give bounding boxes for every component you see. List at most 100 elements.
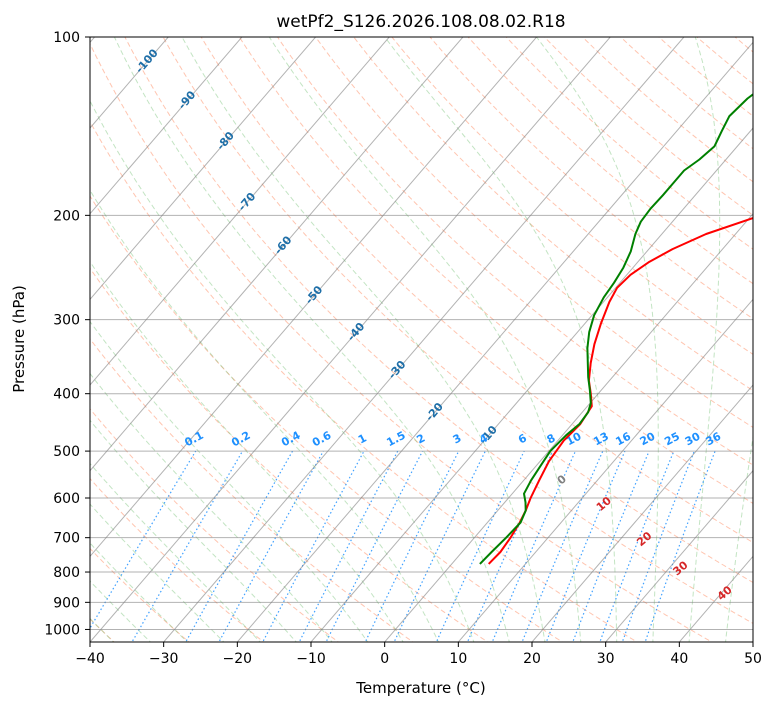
mixing-ratio-line bbox=[364, 450, 460, 642]
dry-adiabat-line bbox=[543, 37, 753, 216]
x-axis: −40 −30 −20 −10 0 10 20 30 40 50 bbox=[75, 642, 762, 667]
mixing-ratio-label: 1.5 bbox=[384, 429, 407, 450]
mixing-ratio-label: 1 bbox=[356, 431, 369, 446]
y-tick-label: 400 bbox=[53, 387, 80, 403]
dry-adiabat-line bbox=[162, 37, 753, 584]
plot-frame bbox=[89, 36, 754, 643]
isotherm-line bbox=[457, 298, 753, 642]
chart-title: wetPf2_S126.2026.108.08.02.R18 bbox=[276, 12, 565, 32]
moist-adiabat-line bbox=[688, 37, 721, 642]
x-axis-label: Temperature (°C) bbox=[355, 679, 485, 697]
mixing-ratio-line bbox=[572, 450, 650, 642]
y-tick-label: 200 bbox=[53, 208, 80, 224]
y-tick-label: 100 bbox=[53, 30, 80, 46]
moist-adiabat-line bbox=[268, 37, 582, 642]
dry-adiabat-line bbox=[581, 37, 753, 183]
y-tick-label: 700 bbox=[53, 531, 80, 547]
y-tick-label: 600 bbox=[53, 491, 80, 507]
moist-adiabat-line bbox=[725, 433, 753, 642]
mixing-ratio-label: 3 bbox=[451, 431, 464, 446]
mixing-ratio-line bbox=[325, 450, 424, 642]
mixing-ratio-label: 30 bbox=[683, 430, 703, 449]
dry-adiabat-line bbox=[658, 37, 753, 117]
moist-adiabat-label: 20 bbox=[634, 529, 654, 549]
dry-adiabat-line bbox=[90, 547, 190, 642]
dry-adiabat-line bbox=[429, 37, 753, 320]
mixing-ratio-line bbox=[621, 450, 695, 642]
dewpoint-profile-line bbox=[479, 93, 753, 565]
moist-adiabat-line bbox=[90, 320, 369, 642]
dry-adiabat-line bbox=[90, 195, 564, 642]
mixing-ratio-label: 36 bbox=[704, 430, 724, 449]
grid-lines bbox=[90, 37, 753, 642]
mixing-ratio-line bbox=[644, 450, 716, 642]
mixing-ratio-line bbox=[435, 450, 525, 642]
y-tick-label: 1000 bbox=[44, 622, 80, 638]
x-tick-label: −10 bbox=[296, 651, 326, 667]
mixing-ratio-label: 10 bbox=[564, 430, 584, 449]
x-tick-label: 0 bbox=[380, 651, 389, 667]
dry-adiabat-line bbox=[200, 37, 753, 544]
x-tick-label: −30 bbox=[149, 651, 179, 667]
mixing-ratio-label: 0.1 bbox=[182, 429, 205, 450]
mixing-ratio-label: 0.2 bbox=[229, 429, 252, 450]
y-tick-label: 300 bbox=[53, 313, 80, 329]
mixing-ratio-line bbox=[393, 450, 486, 642]
x-tick-label: 40 bbox=[670, 651, 688, 667]
isotherm-line bbox=[678, 555, 753, 642]
mixing-ratio-line bbox=[521, 450, 604, 642]
mixing-ratio-label: 0.4 bbox=[279, 429, 303, 450]
isotherm-line bbox=[384, 212, 753, 642]
x-tick-label: −40 bbox=[75, 651, 105, 667]
dry-adiabat-line bbox=[467, 37, 753, 285]
moist-adiabat-line bbox=[90, 189, 440, 642]
moist-adiabat-line bbox=[90, 462, 261, 642]
isotherm-line bbox=[90, 37, 317, 301]
mixing-ratio-label: 13 bbox=[591, 430, 611, 449]
dry-adiabat-line bbox=[314, 37, 753, 428]
temperature-profile-line bbox=[487, 217, 753, 565]
isotherm-line bbox=[236, 41, 753, 642]
isotherm-line bbox=[752, 641, 753, 642]
mixing-ratio-label: 2 bbox=[414, 431, 427, 446]
moist-adiabat-line bbox=[90, 99, 475, 642]
mixing-ratio-label: 0.6 bbox=[310, 429, 334, 450]
series-layer bbox=[479, 93, 753, 565]
mixing-ratio-label: 16 bbox=[613, 430, 633, 449]
moist-adiabat-line bbox=[90, 503, 225, 642]
mixing-ratio-line bbox=[545, 450, 626, 642]
dry-adiabat-line bbox=[391, 37, 753, 355]
x-tick-label: −20 bbox=[223, 651, 253, 667]
mixing-ratio-label: 20 bbox=[638, 430, 658, 449]
dry-adiabat-line bbox=[238, 37, 753, 504]
dry-adiabat-line bbox=[276, 37, 753, 466]
moist-adiabat-line bbox=[90, 260, 404, 642]
x-tick-label: 30 bbox=[597, 651, 615, 667]
isotherm-line bbox=[90, 37, 464, 472]
x-tick-label: 20 bbox=[523, 651, 541, 667]
isotherm-line bbox=[605, 469, 753, 642]
mixing-ratio-line bbox=[599, 450, 675, 642]
isotherm-line bbox=[163, 37, 685, 642]
isotherm-line bbox=[90, 37, 243, 215]
dry-adiabat-line bbox=[90, 42, 713, 642]
y-axis: 100 200 300 400 500 600 700 800 900 1000 bbox=[44, 30, 90, 638]
y-tick-label: 900 bbox=[53, 595, 80, 611]
mixing-ratio-label: 6 bbox=[516, 431, 529, 446]
x-tick-label: 10 bbox=[449, 651, 467, 667]
x-tick-label: 50 bbox=[744, 651, 762, 667]
isotherm-line bbox=[531, 384, 753, 642]
y-tick-label: 500 bbox=[53, 444, 80, 460]
dry-adiabat-line bbox=[757, 24, 775, 645]
moist-adiabat-label: 0 bbox=[555, 472, 569, 487]
moist-adiabat-line bbox=[384, 37, 618, 642]
mixing-ratio-line bbox=[298, 450, 399, 642]
dry-adiabat-line bbox=[90, 120, 639, 642]
moist-adiabat-line bbox=[90, 372, 333, 642]
isotherm-line bbox=[90, 37, 390, 386]
mixing-ratio-label: 25 bbox=[662, 430, 682, 449]
y-tick-label: 800 bbox=[53, 565, 80, 581]
mixing-ratio-line bbox=[218, 450, 324, 642]
mixing-ratio-label: 8 bbox=[545, 431, 558, 446]
